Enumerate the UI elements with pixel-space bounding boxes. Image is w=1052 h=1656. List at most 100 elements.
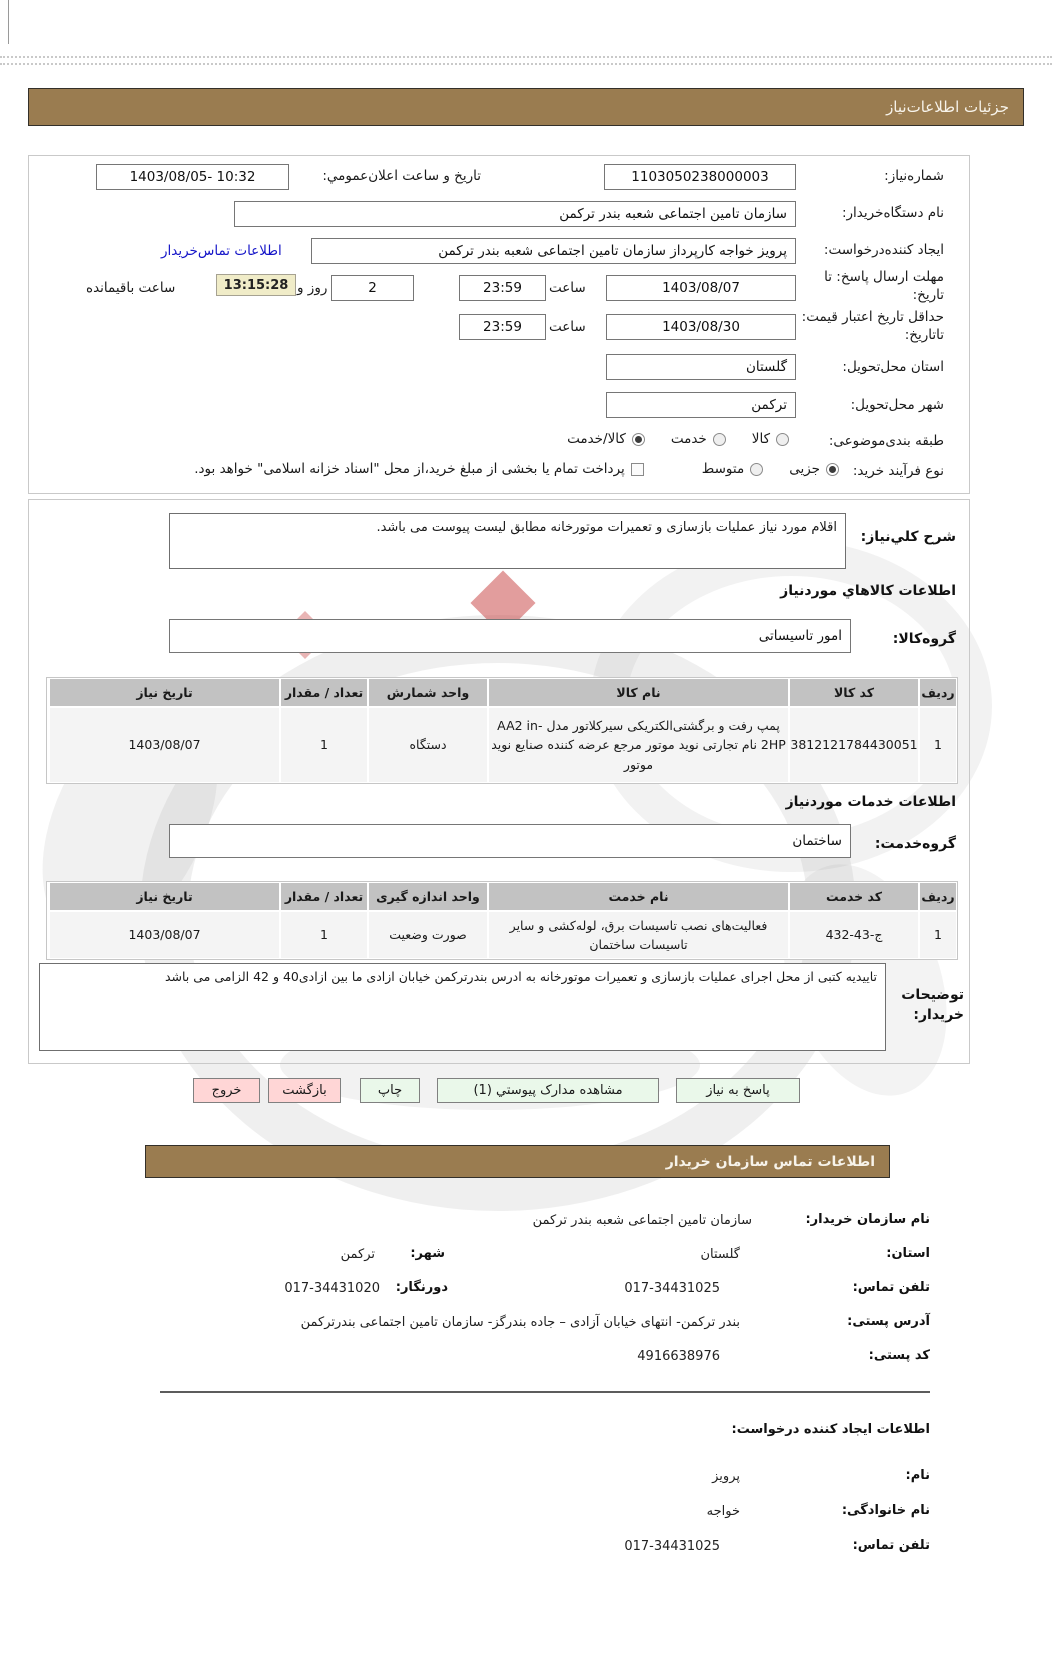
services-date-value: 1403/08/07 — [128, 927, 201, 943]
reply-deadline-date-field[interactable]: 1403/08/07 — [606, 275, 796, 301]
radio-medium-icon[interactable] — [750, 462, 764, 476]
buyer-device-value: سازمان تامین اجتماعی شعبه بندر ترکمن — [559, 206, 787, 222]
need-description-text: اقلام مورد نیاز عملیات بازسازی و تعمیرات… — [376, 520, 837, 535]
need-details-panel: شماره‌نیاز: 1103050238000003 تاریخ و ساع… — [28, 155, 970, 494]
buyer-notes-label: توضیحات خریدار: — [901, 987, 964, 1023]
category-option-service[interactable]: خدمت — [671, 431, 726, 447]
contact-divider — [160, 1391, 930, 1393]
page-title-bar: جزئیات اطلاعات‌نیاز — [28, 88, 1024, 126]
request-creator-label: ایجاد کننده‌درخواست: — [823, 242, 944, 258]
goods-table-header-row: ردیف کد کالا نام کالا واحد شمارش تعداد /… — [48, 679, 956, 706]
service-group-value: ساختمان — [792, 833, 842, 849]
need-description-textarea[interactable]: اقلام مورد نیاز عملیات بازسازی و تعمیرات… — [169, 513, 846, 569]
top-left-edge-line — [8, 0, 9, 44]
request-creator-field[interactable]: پرویز خواجه کارپرداز سازمان تامین اجتماع… — [311, 238, 796, 264]
goods-header-code: کد کالا — [790, 679, 918, 706]
category-option-goods-label: کالا — [751, 431, 770, 447]
service-group-label: گروه‌خدمت: — [874, 836, 956, 852]
reply-deadline-label: مهلت ارسال پاسخ: تا تاریخ: — [824, 269, 944, 304]
buyer-device-field[interactable]: سازمان تامین اجتماعی شعبه بندر ترکمن — [234, 201, 796, 227]
contact-city-label: شهر: — [410, 1246, 445, 1261]
exit-button[interactable]: خروج — [193, 1078, 260, 1103]
radio-goods-icon[interactable] — [776, 432, 789, 446]
goods-cell-row-no: 1 — [920, 708, 956, 782]
need-number-field[interactable]: 1103050238000003 — [604, 164, 796, 190]
delivery-province-value: گلستان — [745, 359, 787, 375]
treasury-checkbox-label: پرداخت تمام یا بخشی از مبلغ خرید،از محل … — [194, 461, 625, 477]
goods-header-name: نام کالا — [489, 679, 788, 706]
radio-minor-icon[interactable] — [826, 462, 839, 476]
announce-datetime-label: تاریخ و ساعت اعلان‌عمومي: — [322, 168, 481, 184]
goods-date-value: 1403/08/07 — [128, 737, 201, 753]
services-header-name: نام خدمت — [489, 883, 788, 910]
creator-family-label: نام خانوادگی: — [841, 1503, 930, 1518]
contact-phone-label: تلفن تماس: — [852, 1280, 930, 1295]
countdown-caption: ساعت باقیمانده — [86, 280, 176, 296]
postal-address-value: بندر ترکمن- انتهای خیابان آزادی – جاده ب… — [300, 1315, 740, 1330]
contact-fax-label: دورنگار: — [395, 1280, 448, 1295]
purchase-process-options: جزیی متوسط پرداخت تمام یا بخشی از مبلغ خ… — [194, 461, 839, 477]
delivery-province-field[interactable]: گلستان — [606, 354, 796, 380]
goods-cell-code: 3812121784430051 — [790, 708, 918, 782]
services-table-header-row: ردیف کد خدمت نام خدمت واحد اندازه گیری ت… — [48, 883, 956, 910]
creator-name-value: پرویز — [712, 1469, 740, 1484]
buyer-contact-title-bar: اطلاعات تماس سازمان خریدار — [145, 1145, 890, 1178]
services-cell-unit: صورت وضعیت — [369, 912, 487, 958]
category-option-service-label: خدمت — [670, 431, 707, 447]
back-button[interactable]: بازگشت — [268, 1078, 341, 1103]
need-description-label: شرح کلي‌نیاز: — [860, 529, 956, 545]
price-validity-date-field[interactable]: 1403/08/30 — [606, 314, 796, 340]
radio-service-icon[interactable] — [712, 432, 726, 446]
contact-fax-value: 017-34431020 — [284, 1281, 380, 1296]
contact-province-value: گلستان — [700, 1247, 740, 1262]
radio-goods-service-icon[interactable] — [631, 432, 645, 446]
postal-code-value: 4916638976 — [637, 1349, 720, 1364]
days-unit-label: روز و — [297, 280, 328, 296]
services-header-date: تاریخ نیاز — [50, 883, 279, 910]
reply-to-need-button[interactable]: پاسخ به نیاز — [676, 1078, 800, 1103]
subject-category-options: کالا خدمت کالا/خدمت — [567, 431, 789, 447]
reply-deadline-time-field[interactable]: 23:59 — [459, 275, 546, 301]
goods-group-label: گروه‌کالا: — [892, 631, 956, 647]
deadline-hour-label: ساعت — [549, 280, 586, 296]
print-button[interactable]: چاپ — [360, 1078, 420, 1103]
process-option-minor[interactable]: جزیی — [789, 461, 839, 477]
remaining-days-field[interactable]: 2 — [331, 275, 414, 301]
price-validity-date: 1403/08/30 — [662, 319, 740, 335]
creator-name-label: نام: — [905, 1468, 931, 1483]
price-validity-time-field[interactable]: 23:59 — [459, 314, 546, 340]
delivery-city-field[interactable]: ترکمن — [606, 392, 796, 418]
goods-cell-qty: 1 — [281, 708, 367, 782]
delivery-province-label: استان محل‌تحویل: — [842, 359, 944, 375]
goods-group-field[interactable]: امور تاسیساتی — [169, 619, 851, 653]
delivery-city-label: شهر محل‌تحویل: — [850, 397, 944, 413]
process-option-minor-label: جزیی — [789, 461, 820, 477]
announce-datetime-value: 1403/08/05- 10:32 — [129, 169, 256, 185]
treasury-checkbox-icon[interactable] — [630, 462, 644, 476]
goods-section-heading: اطلاعات کالاهاي موردنیاز — [780, 583, 956, 599]
buyer-notes-text: تاییدیه کتبی از محل اجرای عملیات بازسازی… — [164, 969, 877, 984]
countdown-value: 13:15:28 — [223, 277, 289, 293]
postal-address-label: آدرس پستی: — [847, 1314, 930, 1329]
goods-code-value: 3812121784430051 — [790, 737, 918, 753]
buyer-notes-textarea[interactable]: تاییدیه کتبی از محل اجرای عملیات بازسازی… — [39, 963, 886, 1051]
top-separator-2 — [0, 63, 1052, 65]
contact-phone-value: 017-34431025 — [624, 1281, 720, 1296]
remaining-days-value: 2 — [368, 280, 377, 296]
services-table-row: 1 432-43-ج فعالیت‌های نصب تاسیسات برق، ل… — [48, 912, 956, 958]
goods-group-value: امور تاسیساتی — [758, 628, 842, 644]
service-group-field[interactable]: ساختمان — [169, 824, 851, 858]
category-option-goods[interactable]: کالا — [752, 431, 789, 447]
services-header-qty: تعداد / مقدار — [281, 883, 367, 910]
process-option-medium[interactable]: متوسط — [702, 461, 764, 477]
validity-hour-label: ساعت — [549, 319, 586, 335]
goods-cell-name: پمپ رفت و برگشتی‌الکتریکی سیرکلاتور مدل … — [489, 708, 788, 782]
buyer-contact-title: اطلاعات تماس سازمان خریدار — [665, 1153, 875, 1170]
buyer-contact-link[interactable]: اطلاعات تماس‌خریدار — [161, 243, 282, 259]
view-attachments-button[interactable]: مشاهده مدارک پیوستي (1) — [437, 1078, 659, 1103]
announce-datetime-field[interactable]: 1403/08/05- 10:32 — [96, 164, 289, 190]
category-option-goods-service[interactable]: کالا/خدمت — [567, 431, 645, 447]
need-items-panel: شرح کلي‌نیاز: اقلام مورد نیاز عملیات باز… — [28, 499, 970, 1064]
treasury-option[interactable]: پرداخت تمام یا بخشی از مبلغ خرید،از محل … — [194, 461, 644, 477]
